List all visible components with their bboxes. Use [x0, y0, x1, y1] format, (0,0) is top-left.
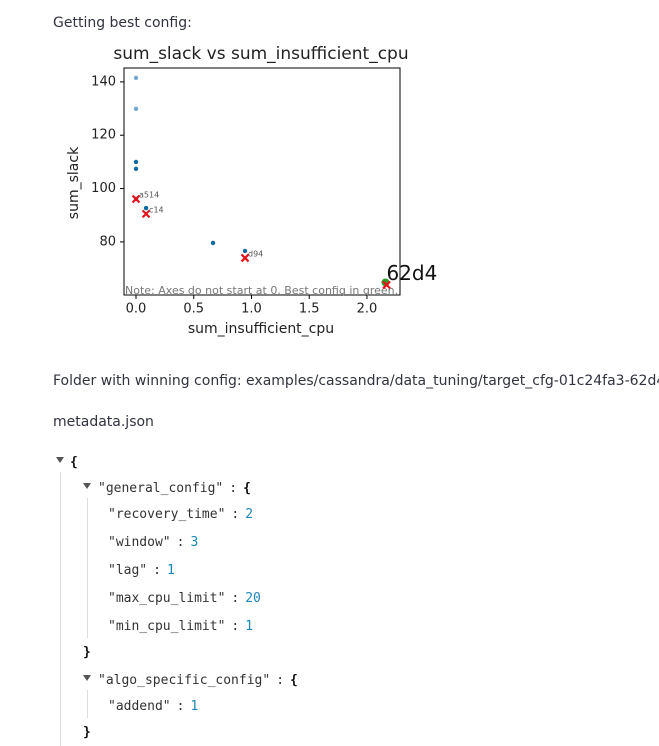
json-value: 1 [166, 563, 175, 578]
separator: : [231, 591, 240, 606]
brace: } [83, 645, 91, 660]
y-tick-label: 120 [91, 128, 116, 143]
x-tick-label: 1.0 [241, 302, 262, 317]
chart: sum_slack vs sum_insufficient_cpu sum_in… [66, 45, 437, 337]
x-marker [240, 253, 250, 263]
json-key: "max_cpu_limit" [108, 591, 226, 606]
x-marker [382, 280, 391, 290]
open-brace: { [70, 453, 78, 473]
collapse-toggle[interactable] [56, 457, 64, 463]
entry-row: "lag":1 [108, 561, 175, 581]
collapse-toggle[interactable] [83, 675, 91, 681]
separator: : [231, 507, 240, 522]
chart-title: sum_slack vs sum_insufficient_cpu [113, 45, 408, 64]
section-row: "algo_specific_config": { [98, 671, 298, 691]
y-axis-label: sum_slack [66, 146, 82, 219]
collapse-toggle[interactable] [83, 483, 91, 489]
point [133, 75, 139, 81]
x-marker [141, 209, 151, 219]
point [133, 106, 139, 112]
point [210, 240, 216, 246]
entry-row: "recovery_time":2 [108, 505, 253, 525]
separator: : [153, 563, 161, 578]
x-tick-label: 1.5 [299, 302, 320, 317]
separator: : [229, 481, 238, 496]
point [133, 166, 139, 172]
point [133, 159, 139, 165]
x-tick-label: 2.0 [357, 302, 378, 317]
entry-row: "addend":1 [108, 697, 198, 717]
indent-guide [60, 472, 61, 746]
brace: { [243, 481, 251, 496]
close-row: } [83, 643, 91, 663]
close-row: } [83, 723, 91, 743]
brace: { [70, 455, 78, 470]
json-key: "lag" [108, 563, 148, 578]
separator: : [176, 535, 185, 550]
entry-row: "max_cpu_limit":20 [108, 589, 261, 609]
y-tick-label: 100 [91, 181, 116, 196]
best-label: 62d4 [386, 261, 437, 285]
entry-row: "window":3 [108, 533, 198, 553]
brace: { [290, 673, 298, 688]
entry-row: "min_cpu_limit":1 [108, 617, 253, 637]
heading: Getting best config: [53, 15, 192, 31]
point-label: d94 [248, 249, 263, 258]
x-tick-label: 0.0 [126, 302, 147, 317]
json-value: 2 [245, 507, 254, 522]
json-value: 1 [245, 619, 254, 634]
y-tick-label: 140 [91, 74, 116, 89]
separator: : [176, 699, 185, 714]
point [143, 205, 149, 211]
chart-note: Note: Axes do not start at 0. Best confi… [125, 284, 398, 297]
x-axis-label: sum_insufficient_cpu [188, 321, 334, 337]
point [242, 248, 248, 254]
json-key: "window" [108, 535, 171, 550]
json-key: "recovery_time" [108, 507, 226, 522]
x-marker [131, 194, 141, 204]
json-key: "addend" [108, 699, 171, 714]
folder-text: Folder with winning config: examples/cas… [53, 373, 659, 389]
json-value: 20 [245, 591, 261, 606]
indent-guide [87, 690, 88, 718]
json-key: "general_config" [98, 481, 224, 496]
plot-frame [123, 67, 401, 296]
json-key: "algo_specific_config" [98, 673, 271, 688]
point-label: a514 [139, 190, 159, 199]
y-tick-label: 80 [99, 234, 116, 249]
separator: : [276, 673, 285, 688]
point-label: c14 [149, 205, 164, 214]
separator: : [231, 619, 240, 634]
json-value: 1 [190, 699, 199, 714]
section-row: "general_config": { [98, 479, 251, 499]
indent-guide [87, 498, 88, 638]
file-name: metadata.json [53, 414, 154, 430]
x-tick-label: 0.5 [183, 302, 204, 317]
brace: } [83, 725, 91, 740]
json-key: "min_cpu_limit" [108, 619, 226, 634]
json-value: 3 [190, 535, 199, 550]
